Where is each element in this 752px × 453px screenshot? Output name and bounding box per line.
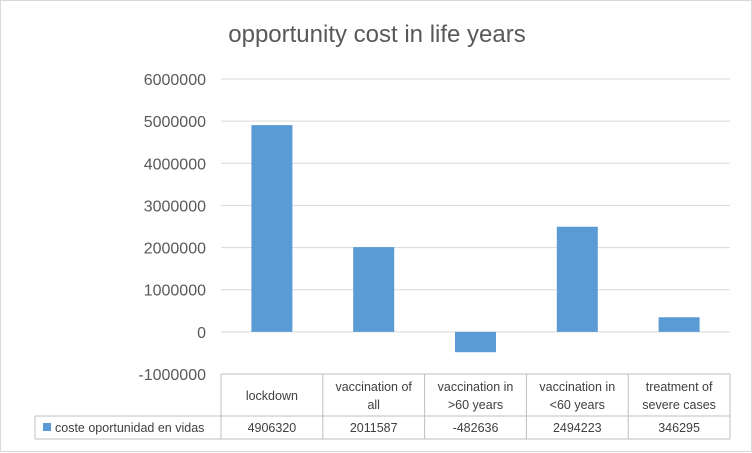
chart-title: opportunity cost in life years <box>228 21 526 48</box>
category-label: >60 years <box>448 398 503 412</box>
y-axis-tick-labels: 6000000 5000000 4000000 3000000 2000000 10000… <box>138 72 206 384</box>
value-cell: 346295 <box>658 421 700 435</box>
category-label: <60 years <box>550 398 605 412</box>
category-label: treatment of <box>646 380 713 394</box>
legend-series-name: coste oportunidad en vidas <box>55 421 204 435</box>
category-label: lockdown <box>246 389 298 403</box>
category-label: vaccination of <box>335 380 412 394</box>
y-tick-label: 5000000 <box>144 114 206 131</box>
gridlines <box>221 78 730 375</box>
value-cell: -482636 <box>453 421 499 435</box>
y-tick-label: 3000000 <box>144 198 206 215</box>
y-tick-label: 2000000 <box>144 241 206 258</box>
category-label: severe cases <box>642 398 716 412</box>
y-tick-label: 6000000 <box>144 72 206 89</box>
category-label: vaccination in <box>539 380 615 394</box>
y-tick-label: -1000000 <box>138 367 206 384</box>
bar <box>658 317 700 332</box>
bar <box>353 247 395 332</box>
bar <box>455 331 496 353</box>
legend-key <box>43 423 51 431</box>
category-label: all <box>367 398 380 412</box>
y-tick-label: 1000000 <box>144 283 206 300</box>
value-cell: 2494223 <box>553 421 602 435</box>
value-cell: 4906320 <box>248 421 297 435</box>
data-table: lockdown vaccination of all vaccination in >… <box>34 373 731 440</box>
bar <box>251 125 293 332</box>
value-cell: 2011587 <box>350 421 398 435</box>
y-tick-label: 0 <box>197 325 206 342</box>
bars <box>251 125 700 353</box>
y-tick-label: 4000000 <box>144 156 206 173</box>
category-label: vaccination in <box>438 380 514 394</box>
bar <box>556 226 598 332</box>
